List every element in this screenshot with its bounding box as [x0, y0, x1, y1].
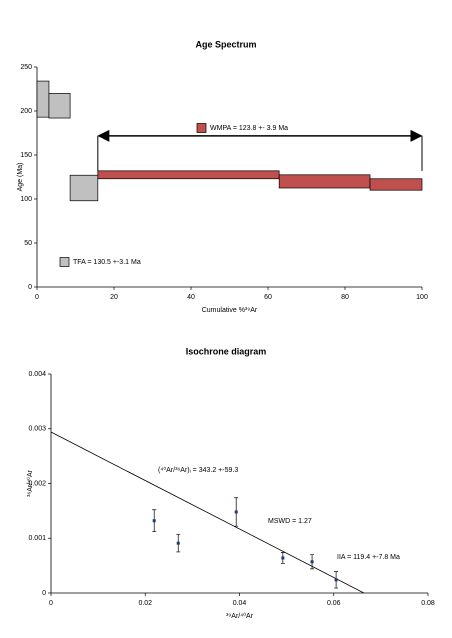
age-step: [36, 80, 50, 118]
x-tick-label: 0: [35, 294, 39, 301]
x-tick-label: 0: [49, 600, 53, 607]
x-tick-label: 0.08: [421, 600, 435, 607]
x-tick-label: 100: [416, 294, 428, 301]
data-point: [281, 556, 285, 560]
y-tick-label: 50: [24, 240, 32, 247]
y-tick-label: 250: [20, 64, 32, 71]
legend-swatch: [196, 123, 207, 133]
y-tick-label: 200: [20, 108, 32, 115]
x-tick-label: 0.04: [233, 600, 247, 607]
annotation: (⁴⁰Ar/³⁶Ar)ᵢ = 343.2 +-59.3: [158, 466, 238, 474]
data-point: [334, 578, 338, 582]
y-tick-label: 0: [42, 590, 46, 597]
y-tick-label: 100: [20, 196, 32, 203]
data-point: [234, 510, 238, 514]
age-step: [278, 174, 371, 189]
age-step: [369, 178, 423, 191]
x-axis-title: Cumulative %³⁹Ar: [202, 307, 258, 314]
y-tick-label: 0: [28, 284, 32, 291]
y-tick-label: 0.004: [28, 371, 46, 378]
y-axis-title: Age (Ma): [17, 163, 24, 192]
legend-swatch: [59, 257, 70, 267]
x-tick-label: 0.02: [138, 600, 152, 607]
legend-label: WMPA = 123.8 +- 3.9 Ma: [210, 125, 288, 132]
x-tick-label: 20: [110, 294, 118, 301]
data-point: [310, 560, 314, 564]
data-point: [176, 541, 180, 545]
age-step: [69, 174, 99, 202]
x-tick-label: 0.06: [327, 600, 341, 607]
x-tick-label: 40: [187, 294, 195, 301]
y-tick-label: 0.003: [28, 426, 46, 433]
y-axis-title: ³⁶Ar/⁴⁰Ar: [26, 469, 34, 497]
data-point: [152, 519, 156, 523]
chart-title: Age Spectrum: [195, 39, 256, 49]
x-tick-label: 60: [264, 294, 272, 301]
x-axis-title: ³⁹Ar/⁴⁰Ar: [226, 612, 254, 620]
age-step: [48, 93, 71, 119]
annotation: IIA = 119.4 +-7.8 Ma: [337, 554, 400, 561]
annotation: MSWD = 1.27: [268, 518, 312, 525]
x-tick-label: 80: [341, 294, 349, 301]
y-tick-label: 150: [20, 152, 32, 159]
age-step: [97, 170, 280, 180]
legend-label: TFA = 130.5 +-3.1 Ma: [73, 259, 141, 266]
y-tick-label: 0.002: [28, 480, 46, 487]
y-tick-label: 0.001: [28, 535, 46, 542]
chart-title: Isochrone diagram: [186, 346, 267, 356]
